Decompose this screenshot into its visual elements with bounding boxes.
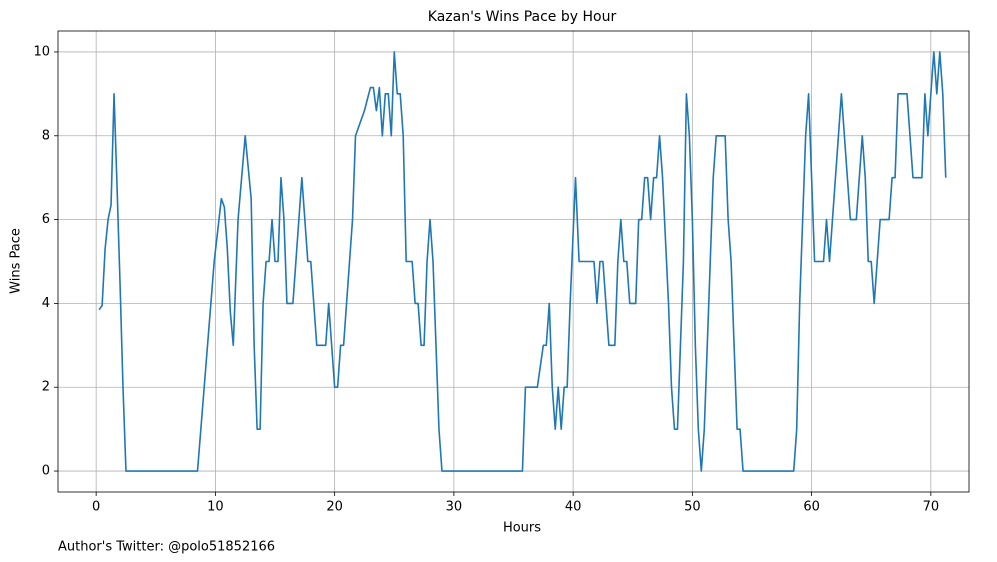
y-tick-label: 0 (42, 464, 50, 479)
y-tick-label: 2 (42, 380, 50, 395)
x-tick-label: 0 (92, 500, 100, 515)
footnote: Author's Twitter: @polo51852166 (58, 540, 275, 555)
plot-frame (57, 30, 970, 493)
x-tick-label: 20 (326, 500, 343, 515)
y-tick-label: 6 (42, 212, 50, 227)
x-tick-label: 50 (684, 500, 701, 515)
y-tick-label: 4 (42, 296, 50, 311)
data-line (98, 51, 947, 472)
x-tick-label: 10 (207, 500, 224, 515)
y-tick-label: 10 (33, 44, 50, 59)
x-tick-label: 30 (446, 500, 463, 515)
x-tick-label: 40 (565, 500, 582, 515)
y-axis-label: Wins Pace (9, 228, 24, 294)
chart-title: Kazan's Wins Pace by Hour (428, 9, 617, 25)
x-tick-label: 60 (803, 500, 820, 515)
x-axis-label: Hours (503, 521, 541, 536)
y-tick-label: 8 (42, 128, 50, 143)
x-tick-label: 70 (923, 500, 940, 515)
